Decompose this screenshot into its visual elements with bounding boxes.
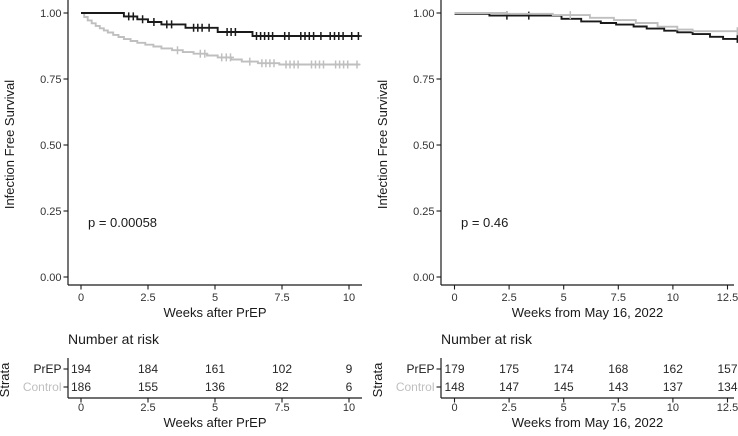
x-axis-title: Weeks from May 16, 2022 bbox=[512, 305, 664, 320]
y-tick-label: 0.50 bbox=[40, 140, 61, 152]
risk-count: 174 bbox=[554, 362, 574, 376]
risk-count: 157 bbox=[717, 362, 737, 376]
y-axis-title: Infection Free Survival bbox=[375, 80, 390, 209]
risk-x-axis-title: Weeks from May 16, 2022 bbox=[512, 415, 664, 430]
risk-x-tick-label: 7.5 bbox=[274, 402, 289, 414]
x-tick-label: 10 bbox=[667, 292, 679, 304]
risk-count: 9 bbox=[346, 362, 353, 376]
y-tick-label: 1.00 bbox=[40, 8, 61, 20]
x-tick-label: 2.5 bbox=[501, 292, 516, 304]
censor-marks-prep bbox=[503, 11, 738, 43]
risk-count: 186 bbox=[71, 380, 91, 394]
y-tick-label: 0.00 bbox=[413, 272, 434, 284]
risk-count: 179 bbox=[444, 362, 464, 376]
y-tick-label: 0.25 bbox=[40, 206, 61, 218]
y-tick-label: 0.25 bbox=[413, 206, 434, 218]
censor-marks-control bbox=[174, 46, 361, 69]
risk-count: 161 bbox=[205, 362, 225, 376]
x-tick-label: 12.5 bbox=[717, 292, 738, 304]
x-tick-label: 7.5 bbox=[611, 292, 626, 304]
risk-count: 145 bbox=[554, 380, 574, 394]
risk-row-label-control: Control bbox=[23, 380, 62, 394]
risk-count: 82 bbox=[275, 380, 289, 394]
risk-x-tick-label: 2.5 bbox=[140, 402, 155, 414]
risk-count: 6 bbox=[346, 380, 353, 394]
x-axis-title: Weeks after PrEP bbox=[163, 305, 266, 320]
risk-x-tick-label: 5 bbox=[561, 402, 567, 414]
x-tick-label: 5 bbox=[561, 292, 567, 304]
risk-count: 136 bbox=[205, 380, 225, 394]
km-curve-prep bbox=[81, 12, 360, 37]
risk-x-tick-label: 12.5 bbox=[717, 402, 738, 414]
censor-marks-prep bbox=[125, 12, 362, 40]
risk-count: 162 bbox=[663, 362, 683, 376]
x-tick-label: 0 bbox=[451, 292, 457, 304]
risk-count: 148 bbox=[444, 380, 464, 394]
risk-x-tick-label: 10 bbox=[343, 402, 355, 414]
risk-table-title: Number at risk bbox=[441, 331, 533, 347]
risk-count: 143 bbox=[608, 380, 628, 394]
censor-marks-control bbox=[566, 11, 738, 36]
risk-x-axis-title: Weeks after PrEP bbox=[163, 415, 266, 430]
risk-x-tick-label: 7.5 bbox=[611, 402, 626, 414]
y-tick-label: 0.50 bbox=[413, 140, 434, 152]
risk-row-label-control: Control bbox=[396, 380, 435, 394]
risk-x-tick-label: 0 bbox=[451, 402, 457, 414]
strata-axis-title: Strata bbox=[370, 362, 385, 397]
p-value-label: p = 0.00058 bbox=[88, 215, 157, 230]
y-tick-label: 0.75 bbox=[40, 74, 61, 86]
risk-count: 194 bbox=[71, 362, 91, 376]
x-tick-label: 0 bbox=[78, 292, 84, 304]
km-curve-control bbox=[454, 12, 738, 33]
risk-count: 155 bbox=[138, 380, 158, 394]
y-axis-title: Infection Free Survival bbox=[2, 80, 17, 209]
p-value-label: p = 0.46 bbox=[461, 215, 508, 230]
km-curve-prep bbox=[454, 12, 738, 40]
risk-table-title: Number at risk bbox=[68, 331, 160, 347]
y-tick-label: 0.00 bbox=[40, 272, 61, 284]
risk-row-label-prep: PrEP bbox=[33, 362, 61, 376]
y-tick-label: 1.00 bbox=[413, 8, 434, 20]
risk-count: 134 bbox=[717, 380, 737, 394]
x-tick-label: 2.5 bbox=[140, 292, 155, 304]
risk-x-tick-label: 2.5 bbox=[501, 402, 516, 414]
x-tick-label: 5 bbox=[212, 292, 218, 304]
x-tick-label: 10 bbox=[343, 292, 355, 304]
risk-count: 147 bbox=[499, 380, 519, 394]
risk-count: 184 bbox=[138, 362, 158, 376]
risk-x-tick-label: 0 bbox=[78, 402, 84, 414]
x-tick-label: 7.5 bbox=[274, 292, 289, 304]
risk-count: 102 bbox=[272, 362, 292, 376]
risk-count: 168 bbox=[608, 362, 628, 376]
y-tick-label: 0.75 bbox=[413, 74, 434, 86]
risk-x-tick-label: 5 bbox=[212, 402, 218, 414]
risk-row-label-prep: PrEP bbox=[406, 362, 434, 376]
risk-count: 137 bbox=[663, 380, 683, 394]
strata-axis-title: Strata bbox=[0, 362, 12, 397]
risk-count: 175 bbox=[499, 362, 519, 376]
risk-x-tick-label: 10 bbox=[667, 402, 679, 414]
